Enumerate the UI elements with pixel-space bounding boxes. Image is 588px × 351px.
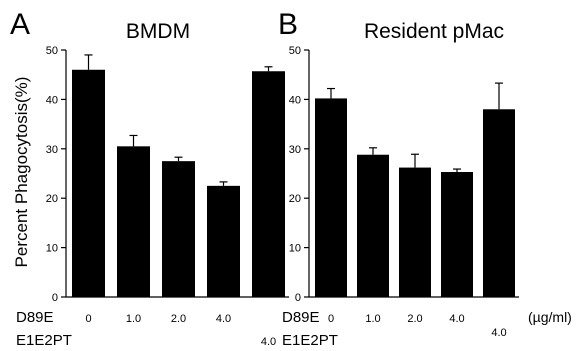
y-tick-label: 0 [295, 292, 301, 304]
y-tick-label: 50 [46, 45, 58, 57]
bar [441, 172, 473, 297]
panel-a-title: BMDM [126, 20, 190, 43]
bar [207, 185, 240, 297]
bar [483, 109, 515, 297]
panel-a-letter: A [10, 8, 30, 41]
y-tick-label: 30 [46, 144, 58, 156]
bar [357, 154, 389, 297]
bar [399, 167, 431, 297]
row-label-e1e2pt-a: E1E2PT [16, 332, 72, 349]
y-tick-label: 20 [46, 193, 58, 205]
row-label-e1e2pt-b: E1E2PT [282, 332, 338, 349]
category-label-d89e: 0 [328, 313, 334, 325]
y-tick-label: 10 [46, 243, 58, 255]
category-label-d89e: 2.0 [171, 313, 186, 325]
bar [252, 71, 285, 297]
bar [162, 161, 195, 297]
category-label-d89e: 4.0 [449, 313, 464, 325]
category-label-d89e: 1.0 [126, 313, 141, 325]
panel-b-chart: B Resident pMac 0 10 20 30 40 50 0 1.0 2.0 4.0 4.0 [278, 8, 519, 339]
category-label-d89e: 4.0 [216, 313, 231, 325]
bar [72, 69, 105, 297]
category-label-d89e: 2.0 [407, 313, 422, 325]
y-tick-label: 20 [289, 193, 301, 205]
category-label-e1e2pt: 4.0 [491, 327, 506, 339]
y-tick-label: 30 [289, 144, 301, 156]
y-tick-label: 0 [52, 292, 58, 304]
bar [117, 146, 150, 297]
y-axis-label: Percent Phagocytosis(%) [12, 77, 31, 268]
bar [315, 98, 347, 297]
row-label-d89e-b: D89E [282, 309, 320, 326]
y-tick-label: 40 [289, 94, 301, 106]
y-tick-label: 40 [46, 94, 58, 106]
panel-b-title: Resident pMac [364, 20, 504, 43]
y-tick-label: 50 [289, 45, 301, 57]
category-label-e1e2pt: 4.0 [261, 336, 276, 348]
row-label-d89e-a: D89E [16, 309, 54, 326]
y-tick-label: 10 [289, 243, 301, 255]
category-label-d89e: 1.0 [365, 313, 380, 325]
panel-b-letter: B [278, 8, 298, 41]
concentration-unit: (µg/ml) [528, 309, 572, 325]
category-label-d89e: 0 [85, 313, 91, 325]
panel-a-chart: A BMDM Percent Phagocytosis(%) 0 10 20 30 40… [10, 8, 289, 348]
